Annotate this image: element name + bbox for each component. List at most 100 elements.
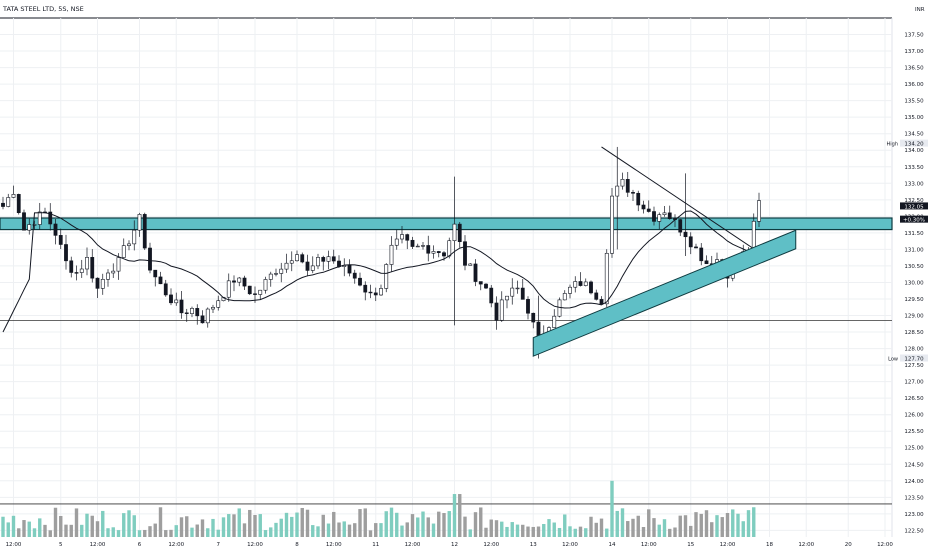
candle-body (11, 194, 16, 198)
candle-body (32, 224, 37, 226)
grid-lines (0, 17, 893, 537)
y-tick-label: 134.00 (904, 148, 924, 154)
candle-body (431, 251, 436, 254)
candle-body (247, 285, 252, 295)
volume-bar (132, 515, 136, 537)
candle-body (636, 192, 641, 206)
candle-body (436, 251, 441, 254)
candle-body (405, 234, 410, 241)
volume-bar (195, 524, 199, 537)
volume-bar (542, 524, 546, 537)
candle-body (573, 281, 578, 288)
candle-body (226, 280, 231, 298)
resistance-zone (0, 217, 893, 231)
candle-body (158, 276, 163, 285)
y-axis: 122.50 123.00 123.50 124.00 124.50 125.00 125.… (904, 33, 924, 535)
candle-body (22, 212, 26, 231)
candle-body (373, 292, 378, 296)
y-tick-label: 137.00 (904, 49, 924, 55)
candle-body (594, 292, 599, 300)
candle-body (379, 288, 383, 296)
x-tick-label: 12:00 (877, 542, 893, 548)
volume-bar (237, 508, 241, 537)
candle-body (457, 223, 462, 242)
y-tick-label: 135.00 (904, 115, 924, 121)
candle-body (216, 300, 221, 308)
candle-body (531, 312, 536, 323)
volume-bar (85, 513, 89, 537)
volume-bar (479, 507, 483, 537)
volume-bar (347, 524, 352, 537)
x-tick-label: 12:00 (247, 542, 263, 548)
volume-bar (736, 513, 740, 537)
y-tick-label: 128.00 (904, 347, 924, 353)
candlesticks (1, 146, 761, 359)
volume-bar (326, 523, 331, 537)
candle-body (389, 244, 394, 265)
volume-bar (143, 529, 147, 537)
volume-bar (69, 524, 73, 537)
candle-body (452, 223, 457, 242)
volume-bar (594, 522, 598, 537)
volume-bar (216, 529, 220, 537)
volume-bar (32, 528, 37, 537)
volume-bar (90, 515, 94, 537)
candle-body (74, 272, 79, 274)
volume-bar (395, 512, 399, 537)
y-tick-label: 136.00 (904, 82, 924, 88)
volume-bar (248, 509, 252, 537)
price-label-bg (900, 202, 928, 210)
volume-bar (494, 520, 499, 537)
volume-bar (295, 512, 299, 537)
y-tick-label: 126.00 (904, 413, 924, 419)
volume-bar (500, 521, 504, 537)
volume-bar (531, 526, 535, 537)
x-tick-label: 12:00 (90, 542, 106, 548)
volume-bar (515, 524, 520, 537)
x-tick-label: 6 (138, 542, 142, 548)
volume-bars (1, 480, 756, 537)
x-tick-label: 5 (59, 542, 63, 548)
x-tick-label: 12:00 (798, 542, 814, 548)
volume-bar (421, 511, 425, 537)
volume-bar (578, 526, 583, 537)
candle-body (6, 197, 11, 207)
horizontal-levels (0, 320, 892, 505)
candle-body (484, 283, 488, 289)
candle-body (148, 247, 152, 271)
volume-bar (279, 518, 283, 537)
volume-bar (463, 516, 467, 537)
volume-bar (521, 524, 525, 537)
volume-bar (22, 520, 26, 537)
candle-body (27, 224, 32, 231)
volume-bar (95, 521, 100, 537)
candle-body (442, 252, 446, 257)
volume-bar (368, 530, 373, 537)
y-tick-label: 134.50 (904, 132, 924, 138)
price-label-bg (900, 139, 928, 147)
volume-bar (48, 530, 52, 537)
volume-bar (473, 512, 478, 537)
candle-body (184, 312, 189, 314)
volume-bar (185, 516, 189, 537)
volume-bar (116, 530, 121, 537)
candle-body (79, 268, 84, 273)
candle-body (142, 214, 147, 249)
candle-body (557, 299, 562, 317)
price-label-value: 134.20 (904, 142, 924, 148)
candle-body (237, 277, 242, 283)
price-label-value: 127.70 (904, 356, 924, 362)
candle-body (494, 302, 499, 321)
ascending-channel (532, 229, 797, 357)
y-tick-label: 127.50 (904, 363, 924, 369)
volume-bar (384, 511, 388, 537)
y-tick-label: 123.00 (904, 512, 924, 518)
candle-body (426, 245, 431, 254)
volume-bar (59, 515, 63, 537)
y-tick-label: 124.50 (904, 462, 924, 468)
volume-bar (458, 494, 462, 537)
candle-body (305, 261, 310, 271)
y-tick-label: 130.00 (904, 280, 924, 286)
volume-bar (221, 517, 226, 537)
